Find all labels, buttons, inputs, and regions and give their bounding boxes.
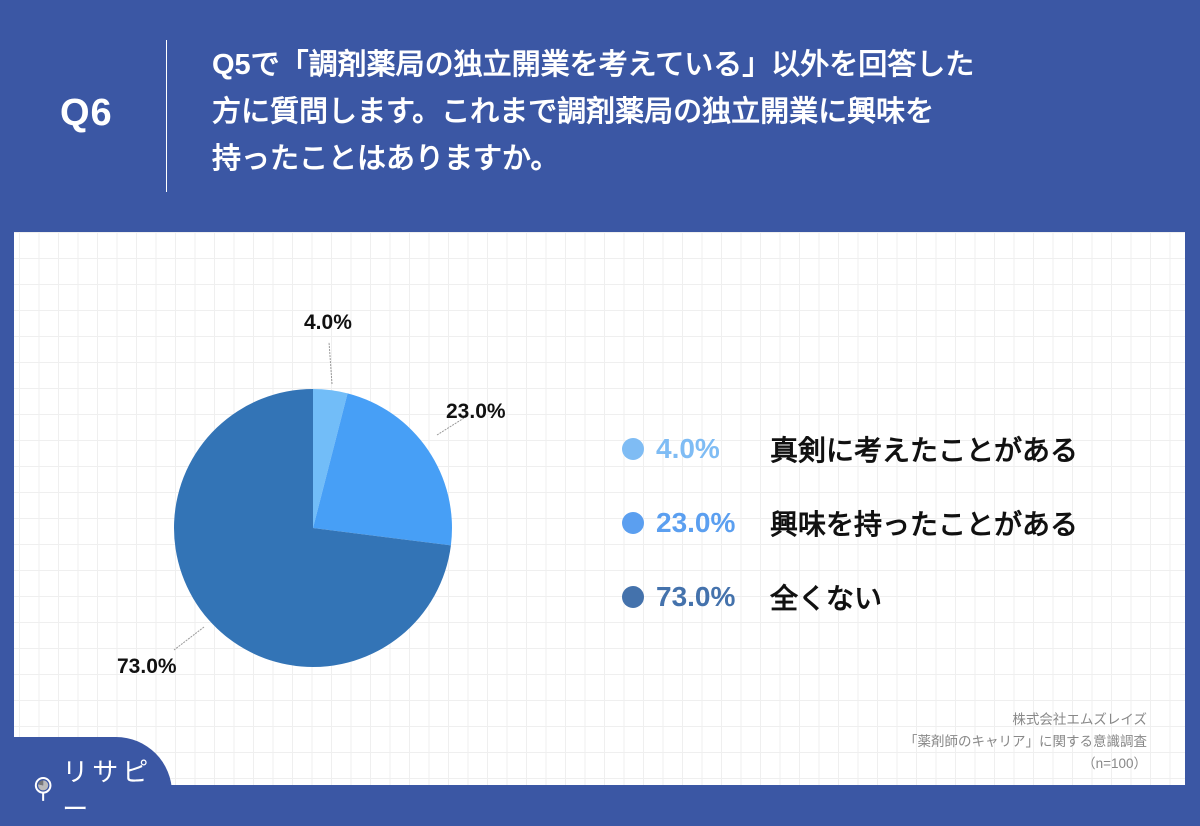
pie-slice: [313, 393, 452, 546]
legend-dot-icon: [622, 586, 644, 608]
legend-label: 真剣に考えたことがある: [770, 435, 1079, 466]
legend-item: 23.0% 興味を持ったことがある: [622, 486, 1078, 560]
legend: 4.0% 真剣に考えたことがある 23.0% 興味を持ったことがある 73.0%…: [622, 412, 1078, 634]
legend-item: 73.0% 全くない: [622, 560, 1078, 634]
legend-dot-icon: [622, 512, 644, 534]
slice-label-73: 73.0%: [117, 655, 177, 678]
pie-slice: [313, 389, 348, 528]
leader-line-23: [436, 417, 465, 436]
question-line-2: 方に質問します。これまで調剤薬局の独立開業に興味を: [212, 96, 935, 128]
legend-label: 興味を持ったことがある: [770, 509, 1079, 540]
source-survey: 「薬剤師のキャリア」に関する意識調査: [904, 734, 1147, 749]
leader-line-4: [328, 341, 333, 385]
header: Q6 Q5で「調剤薬局の独立開業を考えている」以外を回答した 方に質問します。こ…: [0, 0, 1200, 232]
brand-logo: リサピー: [34, 752, 172, 826]
source-note: 株式会社エムズレイズ 「薬剤師のキャリア」に関する意識調査 （n=100）: [904, 709, 1147, 775]
pin-chart-icon: [34, 777, 52, 801]
question-line-3: 持ったことはありますか。: [212, 143, 560, 175]
brand-logo-text: リサピー: [62, 757, 153, 824]
brand-tab: リサピー: [14, 737, 172, 824]
leader-line-73: [173, 626, 205, 651]
question-line-1: Q5で「調剤薬局の独立開業を考えている」以外を回答した: [212, 49, 975, 81]
source-company: 株式会社エムズレイズ: [1012, 712, 1147, 727]
legend-pct: 4.0%: [656, 433, 720, 464]
question-text: Q5で「調剤薬局の独立開業を考えている」以外を回答した 方に質問します。これまで…: [212, 42, 1162, 183]
pie-slice: [174, 389, 451, 667]
legend-item: 4.0% 真剣に考えたことがある: [622, 412, 1078, 486]
question-number: Q6: [60, 92, 113, 134]
legend-pct: 73.0%: [656, 581, 736, 612]
legend-pct: 23.0%: [656, 507, 736, 538]
legend-label: 全くない: [770, 583, 883, 614]
source-sample-size: （n=100）: [1082, 756, 1147, 771]
slice-label-4: 4.0%: [304, 311, 352, 334]
chart-panel: 4.0% 23.0% 73.0% 4.0% 真剣に考えたことがある 23.0% …: [14, 232, 1185, 785]
header-divider: [166, 40, 167, 192]
slice-label-23: 23.0%: [446, 400, 506, 423]
legend-dot-icon: [622, 438, 644, 460]
pie-chart: [173, 341, 465, 667]
